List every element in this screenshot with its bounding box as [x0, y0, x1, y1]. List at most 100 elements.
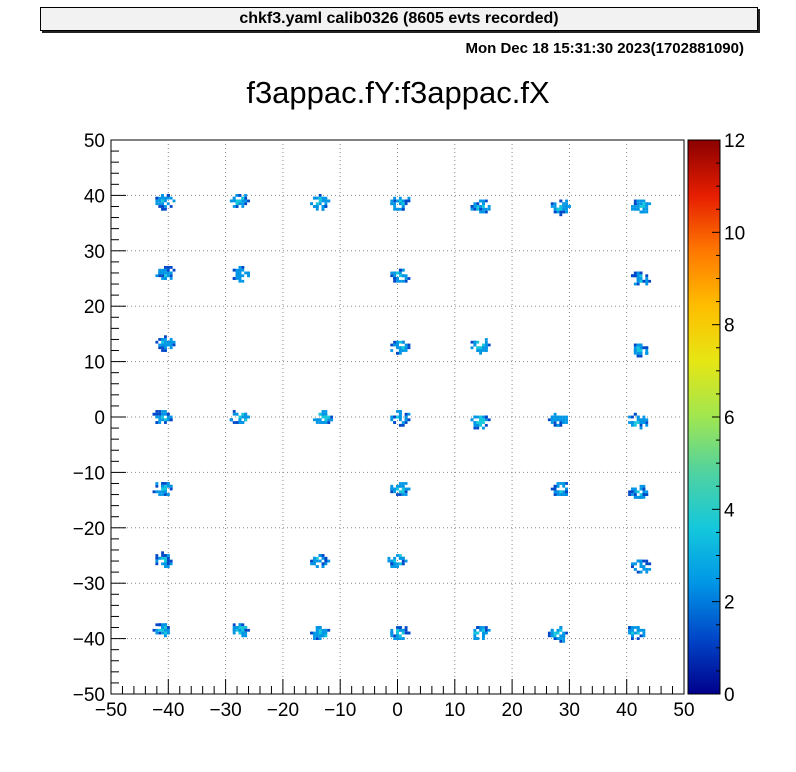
- data-cell: [648, 562, 652, 566]
- data-cell: [562, 482, 566, 485]
- data-cell: [559, 639, 563, 643]
- data-cell: [482, 349, 485, 352]
- data-cluster: [550, 199, 571, 217]
- data-cell: [241, 628, 245, 632]
- data-cell: [630, 565, 634, 568]
- data-cell: [390, 418, 394, 422]
- y-tick-label: −50: [73, 685, 105, 706]
- data-cell: [398, 346, 402, 350]
- data-cell: [633, 351, 637, 355]
- data-cell: [639, 418, 643, 422]
- colorbar[interactable]: 0 2 4 6 8 10 12: [687, 131, 745, 706]
- data-cell: [639, 421, 643, 424]
- data-cell: [482, 343, 485, 347]
- data-cell: [164, 559, 167, 563]
- data-cell: [164, 634, 167, 638]
- data-cell: [393, 207, 397, 211]
- data-cell: [559, 634, 563, 638]
- data-cell: [324, 202, 328, 206]
- data-cell: [169, 559, 173, 563]
- data-cell: [238, 271, 242, 275]
- data-cell: [390, 274, 394, 278]
- data-cell: [633, 567, 637, 571]
- data-cell: [401, 207, 405, 211]
- data-cell: [401, 562, 405, 566]
- data-cell: [324, 418, 328, 422]
- data-cell: [324, 412, 328, 416]
- data-cell: [155, 554, 159, 557]
- data-cell: [390, 349, 394, 352]
- data-cell: [166, 343, 170, 347]
- data-cell: [633, 495, 637, 499]
- data-cell: [470, 207, 474, 211]
- data-cell: [401, 482, 405, 485]
- data-cell: [470, 340, 474, 344]
- data-cell: [247, 199, 250, 203]
- data-cell: [547, 631, 551, 635]
- data-cell: [398, 484, 402, 488]
- data-cell: [166, 415, 170, 419]
- data-cell: [550, 415, 554, 419]
- data-cell: [396, 279, 399, 283]
- data-cell: [487, 418, 491, 422]
- data-cell: [479, 421, 483, 424]
- data-cell: [244, 418, 248, 422]
- data-cell: [393, 274, 397, 278]
- data-cell: [565, 482, 568, 485]
- data-cell: [482, 207, 485, 211]
- data-cell: [401, 493, 405, 496]
- data-cell: [164, 196, 167, 200]
- data-cell: [398, 271, 402, 275]
- data-cell: [161, 194, 165, 197]
- data-cell: [476, 421, 480, 424]
- data-cell: [404, 631, 408, 635]
- data-cell: [642, 487, 646, 491]
- data-cell: [633, 626, 637, 629]
- data-cell: [642, 207, 646, 211]
- data-cell: [241, 631, 245, 635]
- data-cell: [633, 282, 637, 286]
- data-cell: [232, 196, 236, 200]
- data-cell: [172, 199, 176, 203]
- data-cell: [235, 277, 239, 280]
- data-cell: [556, 418, 560, 422]
- data-cell: [166, 268, 170, 272]
- data-cell: [244, 634, 248, 638]
- data-cell: [630, 637, 634, 640]
- data-cell: [645, 282, 649, 286]
- data-cell: [158, 410, 162, 413]
- data-cell: [401, 346, 405, 350]
- data-cell: [482, 210, 485, 214]
- data-cell: [169, 271, 173, 275]
- data-cell: [398, 628, 402, 632]
- data-cell: [321, 410, 325, 413]
- data-cell: [232, 412, 236, 416]
- data-cell: [164, 628, 167, 632]
- x-tick-label: 10: [444, 700, 465, 721]
- data-cell: [393, 559, 397, 563]
- data-cell: [642, 634, 646, 638]
- data-cell: [324, 634, 328, 638]
- data-cell: [321, 412, 325, 416]
- data-cell: [565, 418, 568, 422]
- data-cell: [396, 554, 399, 557]
- data-cell: [161, 277, 165, 280]
- data-cell: [161, 554, 165, 557]
- data-cell: [396, 634, 399, 638]
- data-cell: [390, 202, 394, 206]
- data-cell: [158, 199, 162, 203]
- data-cell: [169, 343, 173, 347]
- data-cell: [550, 631, 554, 635]
- data-cell: [559, 423, 563, 427]
- colorbar-tick-label: 0: [724, 685, 735, 706]
- data-cell: [235, 412, 239, 416]
- data-cell: [396, 562, 399, 566]
- data-cell: [553, 202, 557, 206]
- data-cluster: [390, 340, 411, 355]
- data-cell: [404, 346, 408, 350]
- data-cell: [553, 415, 557, 419]
- data-cell: [556, 631, 560, 635]
- data-cell: [487, 207, 491, 211]
- data-cell: [556, 490, 560, 494]
- data-cell: [479, 423, 483, 427]
